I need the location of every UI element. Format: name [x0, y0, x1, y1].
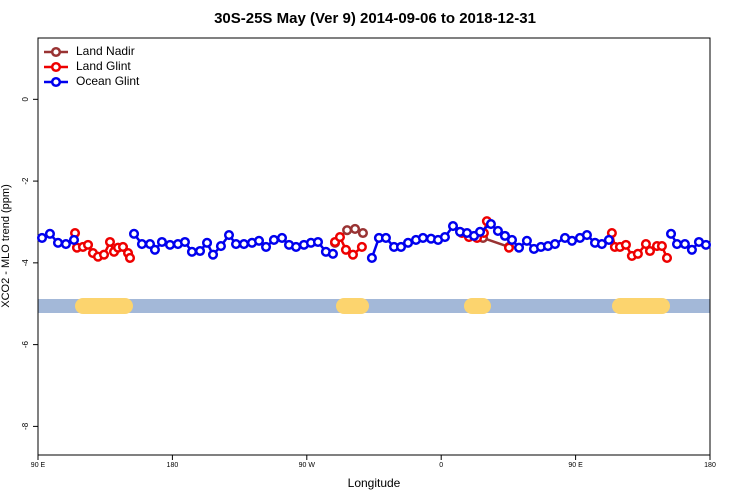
x-tick-label: 180 — [167, 462, 179, 469]
point — [603, 234, 614, 246]
point — [581, 230, 592, 241]
y-tick-label: -4 — [21, 259, 30, 267]
point — [620, 239, 631, 250]
land-region — [612, 298, 670, 314]
x-tick-label: 180 — [704, 462, 716, 469]
point — [632, 248, 643, 259]
point — [207, 249, 219, 260]
point — [179, 236, 190, 248]
point — [349, 223, 361, 234]
land-region — [464, 298, 491, 314]
point — [194, 245, 206, 257]
point — [342, 225, 353, 236]
point — [506, 234, 518, 246]
land-region — [75, 298, 133, 314]
point — [128, 228, 140, 239]
point — [136, 238, 147, 250]
point — [656, 241, 667, 252]
legend-label: Land Glint — [76, 59, 131, 73]
y-axis-label: XCO2 - MLO trend (ppm) — [0, 184, 12, 307]
point — [356, 241, 367, 252]
point — [665, 228, 677, 239]
point — [290, 241, 302, 252]
point — [312, 236, 324, 248]
legend-label: Land Nadir — [76, 44, 135, 58]
y-tick-label: -8 — [21, 422, 30, 430]
land-region — [336, 298, 369, 314]
y-tick-label: 0 — [21, 97, 30, 102]
point — [474, 226, 486, 237]
x-axis-label: Longitude — [348, 476, 401, 490]
point — [661, 252, 673, 263]
point — [36, 232, 48, 243]
point — [68, 234, 80, 246]
point — [596, 238, 607, 250]
point — [417, 232, 429, 243]
point — [104, 236, 116, 248]
point — [60, 238, 71, 250]
point — [327, 248, 338, 259]
point — [492, 225, 503, 237]
point — [485, 218, 496, 230]
point — [644, 245, 656, 257]
point — [82, 239, 94, 250]
point — [503, 242, 515, 253]
x-tick-label: 90 W — [299, 462, 316, 469]
point — [347, 249, 358, 260]
point — [513, 242, 525, 253]
point — [700, 239, 712, 250]
surface-band — [38, 299, 710, 313]
point — [230, 238, 242, 250]
point — [223, 230, 235, 241]
point — [334, 232, 346, 243]
point — [366, 252, 377, 263]
point — [268, 234, 279, 246]
point — [253, 235, 265, 246]
x-tick-label: 0 — [439, 462, 443, 469]
legend-label: Ocean Glint — [76, 74, 140, 88]
point — [686, 244, 697, 255]
y-tick-label: -2 — [21, 177, 30, 185]
point — [380, 232, 391, 243]
point — [357, 227, 368, 239]
point — [679, 238, 690, 250]
point — [186, 246, 198, 257]
legend-marker — [50, 46, 62, 58]
point — [44, 228, 55, 239]
point — [201, 237, 213, 248]
point — [447, 221, 459, 232]
point — [124, 252, 136, 263]
point — [164, 239, 176, 250]
point — [521, 235, 532, 246]
point — [156, 236, 167, 248]
point — [439, 232, 450, 243]
chart-title: 30S-25S May (Ver 9) 2014-09-06 to 2018-1… — [214, 10, 536, 27]
point — [402, 237, 414, 248]
x-tick-label: 90 E — [568, 462, 583, 469]
x-tick-label: 90 E — [31, 462, 46, 469]
point — [98, 249, 110, 260]
legend-marker — [50, 61, 62, 73]
point — [117, 241, 129, 252]
point — [340, 244, 351, 255]
point — [499, 230, 511, 241]
point — [238, 238, 249, 250]
point — [566, 235, 578, 246]
point — [149, 244, 160, 255]
point — [52, 237, 64, 248]
point — [395, 241, 407, 252]
point — [260, 241, 272, 252]
point — [215, 241, 226, 252]
point — [549, 238, 561, 250]
point — [671, 238, 683, 250]
point — [276, 232, 288, 243]
point — [640, 238, 651, 250]
legend-marker — [50, 76, 62, 88]
y-tick-label: -6 — [21, 341, 30, 349]
